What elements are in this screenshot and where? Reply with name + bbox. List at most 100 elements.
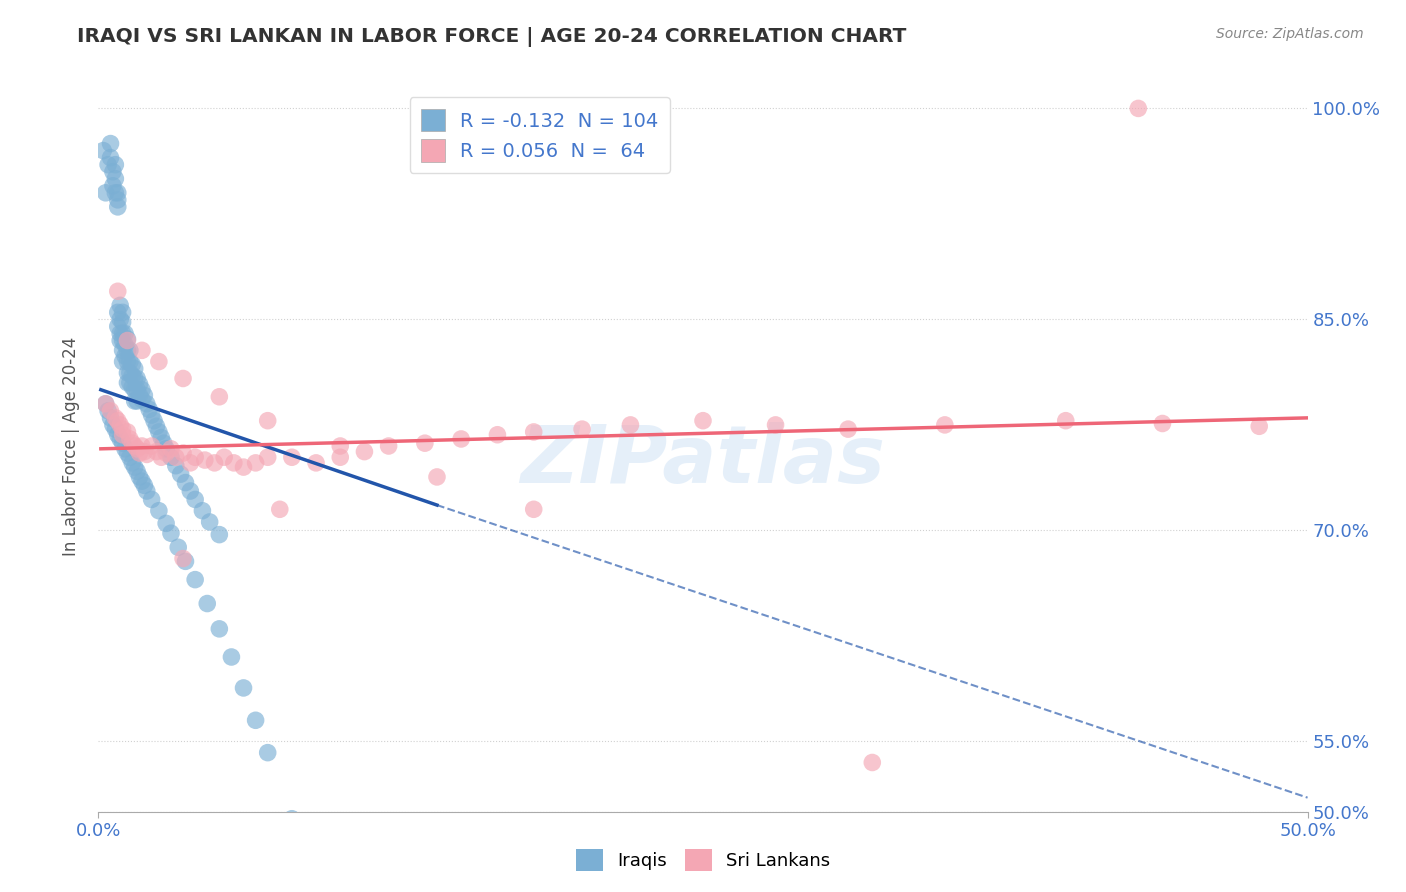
Point <box>117 366 139 380</box>
Point <box>256 414 278 428</box>
Point <box>179 483 201 498</box>
Point <box>208 390 231 404</box>
Point <box>232 681 254 695</box>
Point <box>121 358 143 372</box>
Point <box>91 144 114 158</box>
Point <box>138 402 160 417</box>
Point <box>195 597 218 611</box>
Point <box>160 442 183 456</box>
Point <box>97 404 120 418</box>
Point <box>194 453 217 467</box>
Point <box>94 186 117 200</box>
Point <box>111 354 134 368</box>
Point <box>111 334 134 348</box>
Point <box>114 442 136 456</box>
Point <box>127 394 149 409</box>
Point <box>104 158 127 172</box>
Point <box>114 349 136 363</box>
Point <box>111 326 134 341</box>
Point <box>127 383 149 397</box>
Point <box>269 502 291 516</box>
Point <box>172 446 194 460</box>
Point <box>191 504 214 518</box>
Y-axis label: In Labor Force | Age 20-24: In Labor Force | Age 20-24 <box>62 336 80 556</box>
Point <box>426 470 449 484</box>
Point <box>121 456 143 470</box>
Point <box>131 383 153 397</box>
Point <box>160 450 183 465</box>
Point <box>121 368 143 383</box>
Point <box>281 450 304 465</box>
Point <box>221 650 243 665</box>
Point <box>131 474 153 488</box>
Point <box>104 422 127 436</box>
Point <box>124 460 146 475</box>
Point <box>860 756 883 770</box>
Point <box>121 436 143 450</box>
Point <box>232 460 254 475</box>
Point <box>184 573 207 587</box>
Point <box>118 376 141 390</box>
Point <box>353 444 375 458</box>
Text: Source: ZipAtlas.com: Source: ZipAtlas.com <box>1216 27 1364 41</box>
Point <box>118 432 141 446</box>
Point <box>1054 414 1077 428</box>
Point <box>131 392 153 407</box>
Point <box>134 388 156 402</box>
Point <box>256 746 278 760</box>
Point <box>131 343 153 358</box>
Point <box>329 439 352 453</box>
Point <box>179 456 201 470</box>
Point <box>127 442 149 456</box>
Point <box>118 366 141 380</box>
Point <box>128 388 150 402</box>
Point <box>127 464 149 478</box>
Point <box>111 427 134 442</box>
Point <box>118 343 141 358</box>
Point <box>100 410 122 425</box>
Point <box>155 446 177 460</box>
Point <box>619 417 641 432</box>
Point <box>108 326 131 341</box>
Point <box>204 456 226 470</box>
Point <box>108 432 131 446</box>
Point <box>134 444 156 458</box>
Point <box>117 446 139 460</box>
Point <box>148 425 170 439</box>
Point <box>281 812 304 826</box>
Point <box>108 417 131 432</box>
Point <box>208 527 231 541</box>
Point <box>117 334 139 348</box>
Point <box>141 408 163 422</box>
Point <box>124 439 146 453</box>
Point <box>305 456 328 470</box>
Point <box>152 436 174 450</box>
Point <box>108 334 131 348</box>
Point <box>117 354 139 368</box>
Point <box>167 541 190 555</box>
Point <box>101 178 124 193</box>
Point <box>174 475 197 490</box>
Point <box>413 436 436 450</box>
Point <box>107 414 129 428</box>
Point <box>165 458 187 473</box>
Legend: R = -0.132  N = 104, R = 0.056  N =  64: R = -0.132 N = 104, R = 0.056 N = 64 <box>409 97 671 173</box>
Point <box>184 450 207 465</box>
Point <box>1128 102 1150 116</box>
Point <box>198 515 221 529</box>
Point <box>118 354 141 368</box>
Point <box>124 394 146 409</box>
Point <box>107 186 129 200</box>
Point <box>143 414 166 428</box>
Point <box>150 431 173 445</box>
Point <box>1249 419 1271 434</box>
Point <box>108 312 131 326</box>
Point <box>111 343 134 358</box>
Point <box>486 427 509 442</box>
Point <box>108 298 131 312</box>
Point <box>124 383 146 397</box>
Point <box>245 714 267 728</box>
Point <box>148 504 170 518</box>
Point <box>150 450 173 465</box>
Point <box>523 425 546 439</box>
